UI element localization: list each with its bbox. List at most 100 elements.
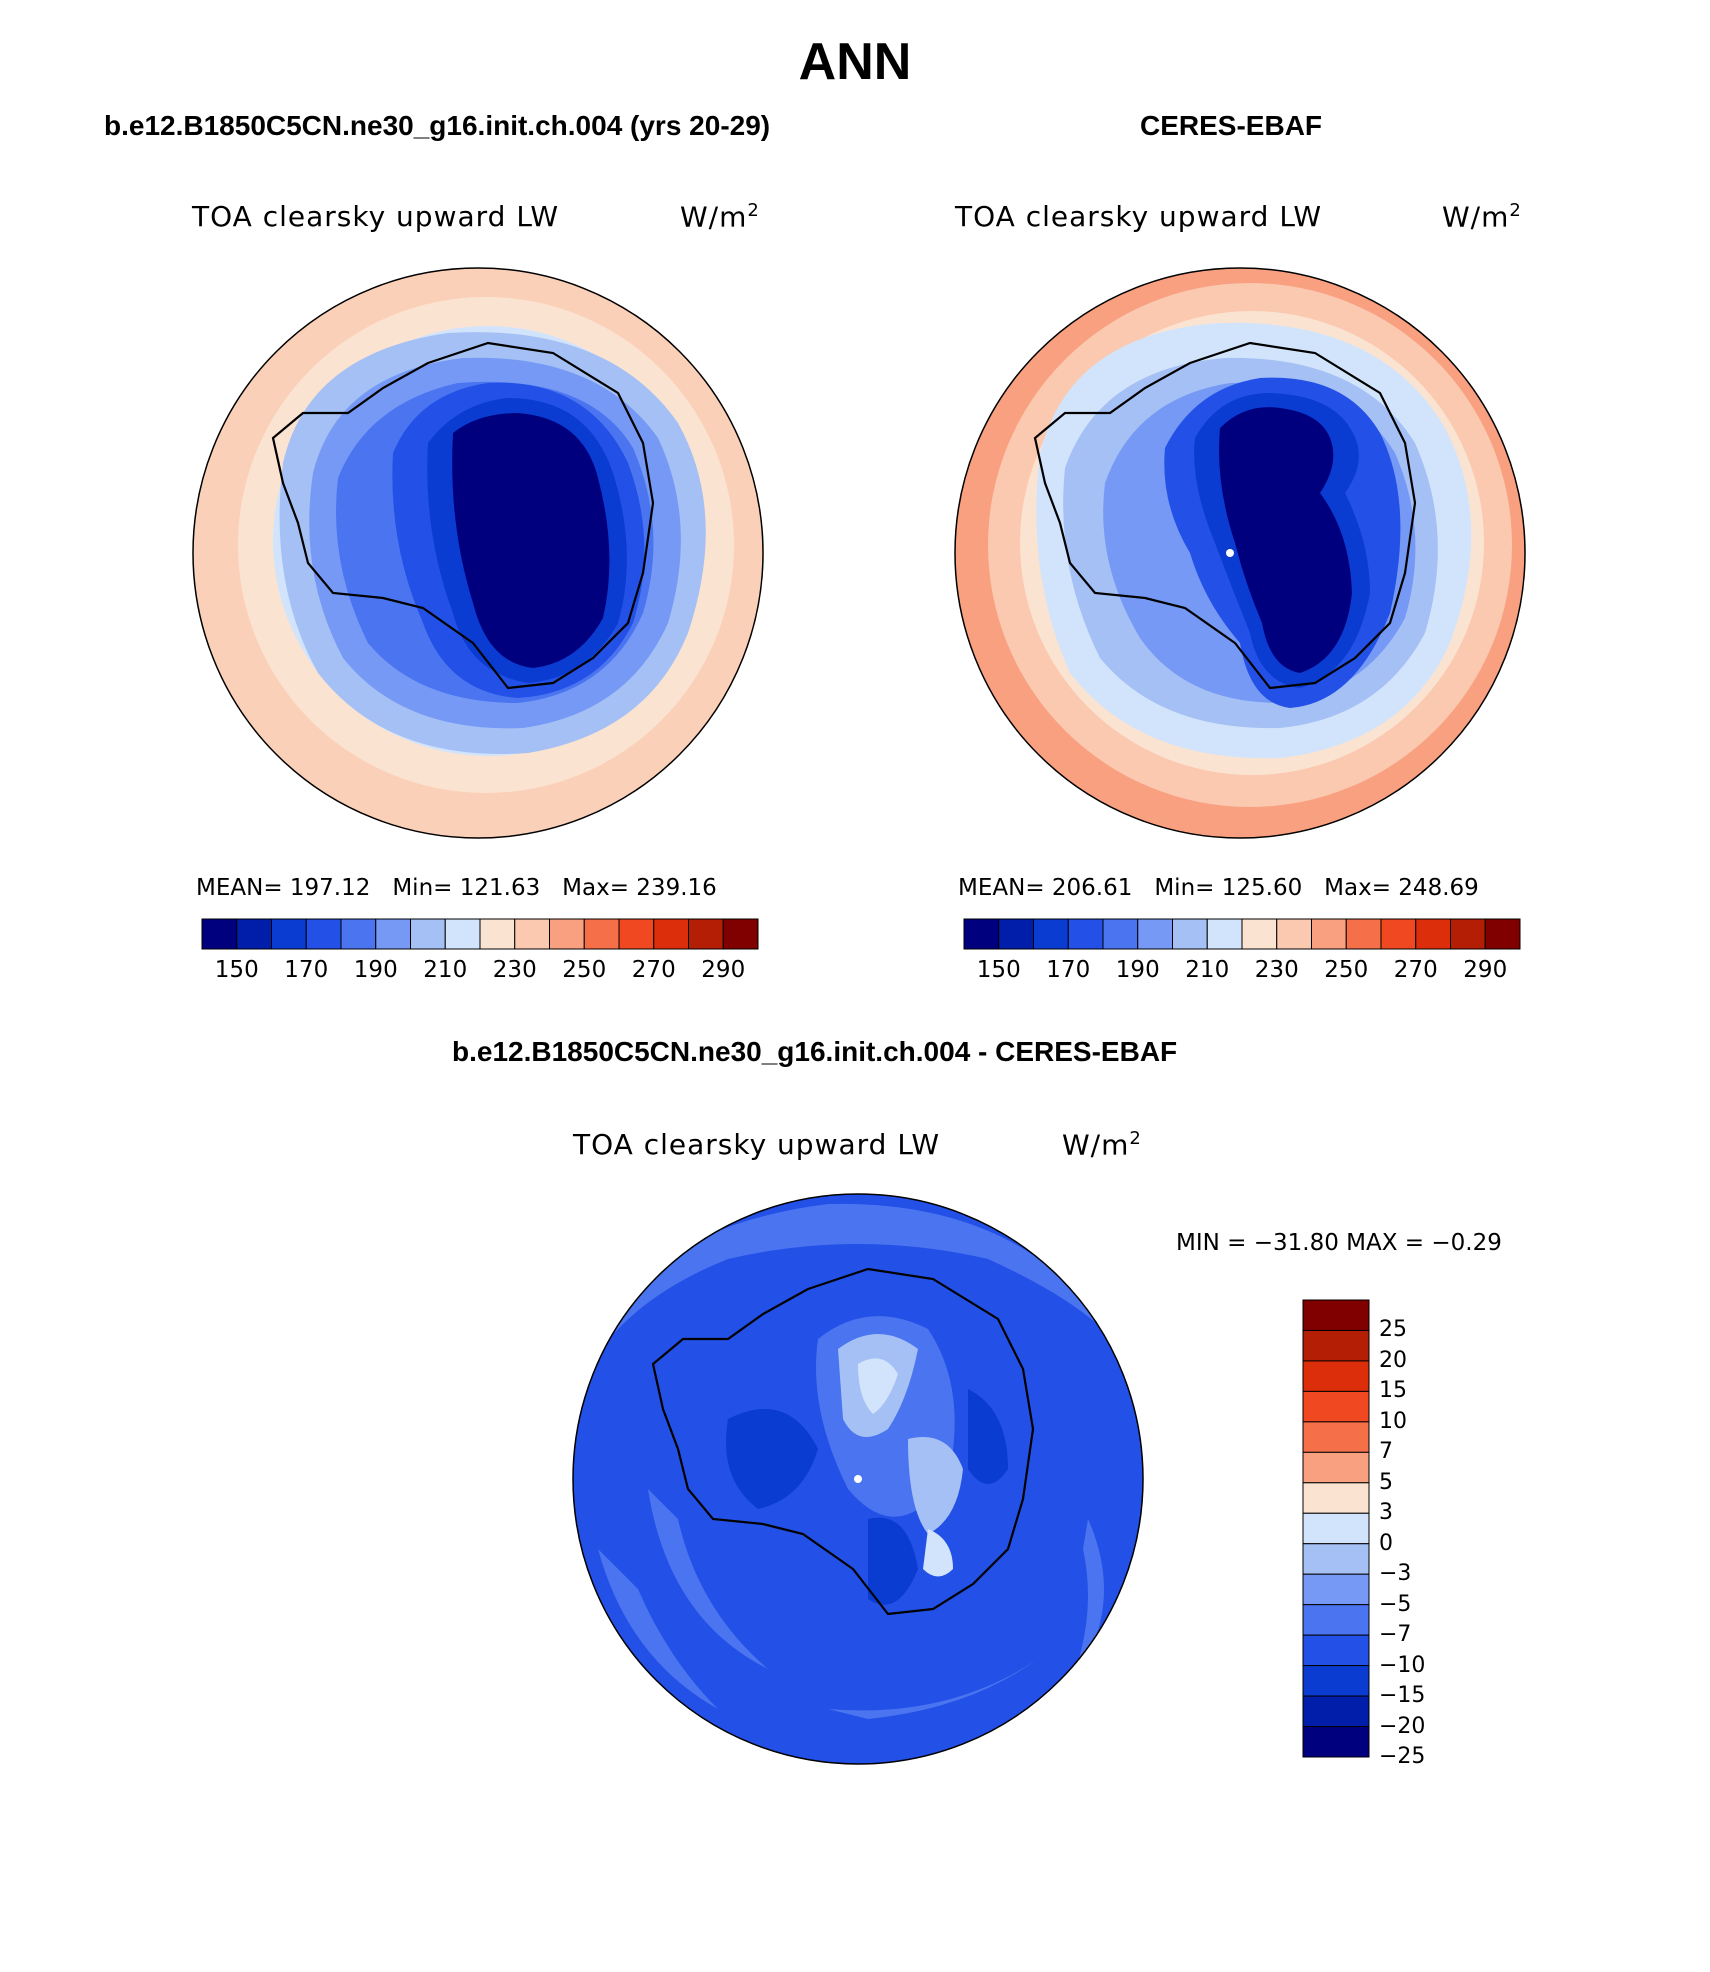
colorbar-tick-label: 7 (1379, 1439, 1393, 1465)
colorbar-swatch (1067, 918, 1104, 950)
colorbar-tick-label: 5 (1379, 1469, 1393, 1495)
diff-map-border (572, 1193, 1144, 1765)
colorbar-swatch (375, 918, 411, 950)
colorbar-swatch (1302, 1421, 1370, 1453)
colorbar-swatch (653, 918, 689, 950)
obs-map-border (954, 267, 1526, 839)
diff-contour-band (858, 1358, 898, 1414)
obs-stats-line: MEAN= 206.61 Min= 125.60 Max= 248.69 (958, 875, 1479, 901)
colorbar-tick-label: 15 (1379, 1378, 1407, 1404)
colorbar-swatch (410, 918, 446, 950)
colorbar-swatch (998, 918, 1034, 950)
colorbar-tick-label: 230 (492, 957, 537, 983)
diff-contour-band (908, 1437, 963, 1534)
colorbar-tick-label: 150 (976, 957, 1021, 983)
colorbar-tick-label: −5 (1379, 1591, 1412, 1617)
diff-units-label: W/m2 (1062, 1128, 1142, 1162)
obs-colorbar (963, 918, 1521, 950)
colorbar-swatch (1450, 918, 1486, 950)
diff-case-title: b.e12.B1850C5CN.ne30_g16.init.ch.004 - C… (452, 1036, 1178, 1067)
colorbar-swatch (444, 918, 481, 950)
model-map-border (192, 267, 764, 839)
colorbar-swatch (1302, 1573, 1370, 1606)
colorbar-tick-label: 210 (1185, 957, 1230, 983)
obs-case-title: CERES-EBAF (1140, 110, 1323, 141)
obs-contour-band (1219, 407, 1352, 673)
colorbar-swatch (201, 918, 238, 950)
colorbar-tick-label: 290 (1463, 957, 1508, 983)
diff-contour-band (868, 1517, 918, 1605)
colorbar-swatch (1302, 1543, 1370, 1575)
colorbar-swatch (1302, 1451, 1370, 1484)
colorbar-swatch (722, 918, 759, 950)
colorbar-tick-label: −7 (1379, 1622, 1412, 1648)
colorbar-tick-label: −10 (1379, 1652, 1426, 1678)
obs-pole-marker (1226, 549, 1234, 557)
model-polar-map (192, 267, 764, 839)
colorbar-swatch (271, 918, 307, 950)
obs-antarctica-coastline (1033, 341, 1417, 690)
model-stats-line: MEAN= 197.12 Min= 121.63 Max= 239.16 (196, 875, 717, 901)
obs-variable-label: TOA clearsky upward LW (955, 200, 1323, 233)
colorbar-swatch (1102, 918, 1139, 950)
colorbar-swatch (1302, 1726, 1370, 1758)
diff-variable-label: TOA clearsky upward LW (573, 1128, 941, 1161)
colorbar-tick-label: 290 (701, 957, 746, 983)
colorbar-tick-label: 170 (284, 957, 329, 983)
colorbar-tick-label: 0 (1379, 1530, 1393, 1556)
diff-contour-band (1068, 1519, 1104, 1689)
colorbar-tick-label: −20 (1379, 1713, 1426, 1739)
colorbar-swatch (1302, 1665, 1370, 1697)
diff-contour-band (588, 1203, 1128, 1369)
colorbar-swatch (1345, 918, 1382, 950)
colorbar-tick-label: 190 (1115, 957, 1160, 983)
colorbar-swatch (1302, 1695, 1370, 1728)
colorbar-swatch (340, 918, 377, 950)
colorbar-swatch (583, 918, 620, 950)
colorbar-tick-label: 190 (353, 957, 398, 983)
colorbar-swatch (1311, 918, 1347, 950)
diff-colorbar (1302, 1299, 1370, 1758)
colorbar-swatch (1033, 918, 1069, 950)
colorbar-tick-label: 250 (562, 957, 607, 983)
diff-pole-marker (854, 1475, 862, 1483)
colorbar-swatch (236, 918, 272, 950)
colorbar-tick-label: −3 (1379, 1561, 1412, 1587)
model-units-label: W/m2 (680, 200, 760, 234)
colorbar-swatch (1380, 918, 1417, 950)
colorbar-swatch (688, 918, 724, 950)
colorbar-tick-label: 270 (1393, 957, 1438, 983)
model-case-title: b.e12.B1850C5CN.ne30_g16.init.ch.004 (yr… (104, 110, 771, 141)
colorbar-swatch (1137, 918, 1173, 950)
colorbar-swatch (1302, 1390, 1370, 1423)
colorbar-tick-label: 250 (1324, 957, 1369, 983)
colorbar-tick-label: 230 (1254, 957, 1299, 983)
figure-title: ANN (798, 33, 912, 91)
colorbar-swatch (1172, 918, 1208, 950)
colorbar-swatch (1302, 1299, 1370, 1331)
colorbar-swatch (549, 918, 585, 950)
colorbar-swatch (1302, 1604, 1370, 1636)
colorbar-tick-label: 150 (214, 957, 259, 983)
obs-polar-map (954, 267, 1526, 839)
colorbar-swatch (1415, 918, 1451, 950)
colorbar-tick-label: 270 (631, 957, 676, 983)
obs-units-label: W/m2 (1442, 200, 1522, 234)
colorbar-swatch (1206, 918, 1243, 950)
model-contour-band (452, 413, 610, 668)
colorbar-tick-label: 10 (1379, 1408, 1407, 1434)
colorbar-tick-label: 3 (1379, 1500, 1393, 1526)
colorbar-swatch (479, 918, 516, 950)
colorbar-swatch (1484, 918, 1521, 950)
colorbar-tick-label: −15 (1379, 1683, 1426, 1709)
colorbar-swatch (1302, 1329, 1370, 1362)
colorbar-tick-label: −25 (1379, 1744, 1426, 1769)
colorbar-swatch (1302, 1482, 1370, 1514)
diff-contour-band (648, 1489, 768, 1669)
diff-minmax-text: MIN = −31.80 MAX = −0.29 (1176, 1230, 1502, 1256)
colorbar-swatch (1276, 918, 1312, 950)
colorbar-swatch (1302, 1634, 1370, 1667)
colorbar-swatch (1302, 1512, 1370, 1545)
model-variable-label: TOA clearsky upward LW (192, 200, 560, 233)
model-colorbar (201, 918, 759, 950)
